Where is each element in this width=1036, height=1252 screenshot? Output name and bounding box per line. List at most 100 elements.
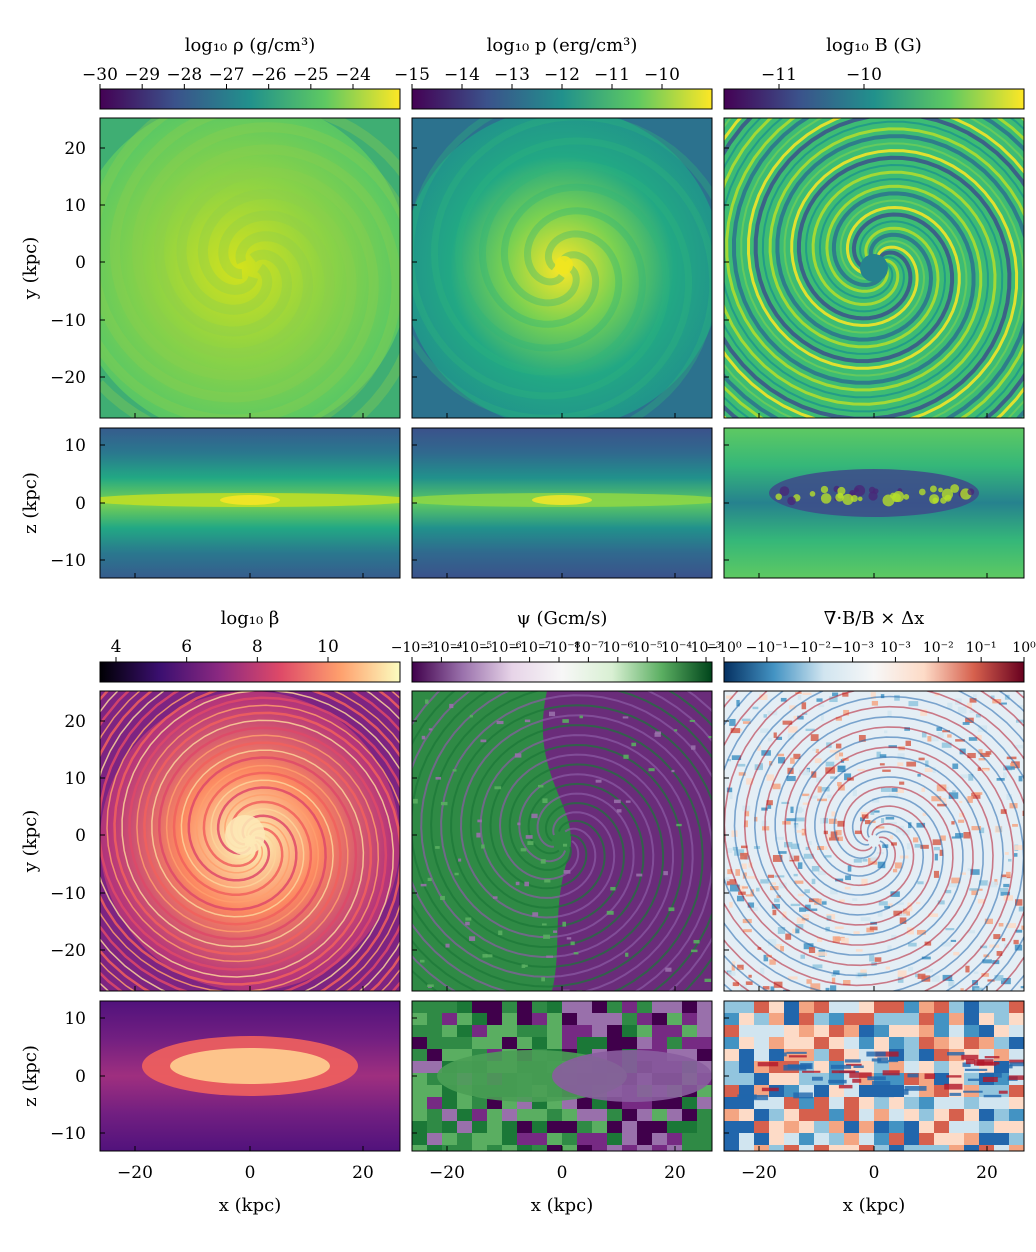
- colorbar-tick-label: −10⁻⁶: [479, 640, 522, 656]
- colorbar-tick-label: −10: [644, 65, 680, 85]
- colorbar-title: log₁₀ ρ (g/cm³): [185, 35, 316, 56]
- colorbar-tick-label: 10⁻⁴: [661, 640, 692, 656]
- y-tick-label: 10: [64, 196, 86, 216]
- colorbar-tick-label: 10⁻³: [880, 640, 911, 656]
- colorbar-tick-label: −15: [394, 65, 430, 85]
- face-on-panel-density: [99, 117, 401, 419]
- colorbar-title: log₁₀ β: [221, 608, 280, 629]
- colorbar-pressure-bar: [411, 88, 713, 110]
- edge-on-panel-divergence-b: [723, 1000, 1025, 1152]
- colorbar-density-bar: [99, 88, 401, 110]
- colorbar-tick-label: −28: [166, 65, 202, 85]
- x-tick-label: −20: [741, 1163, 777, 1183]
- colorbar-tick-label: 10⁻³: [691, 640, 722, 656]
- colorbar-tick-label: −12: [544, 65, 580, 85]
- y-tick-label: −10: [50, 884, 86, 904]
- colorbar-tick-label: −25: [293, 65, 329, 85]
- colorbar-density: −30 −29 −28 −27 −26 −25 −24 log₁₀ ρ (g/cm³): [82, 35, 401, 110]
- x-tick-label: 20: [352, 1163, 374, 1183]
- colorbar-tick-label: −10⁰: [706, 640, 742, 656]
- x-tick-label: −20: [117, 1163, 153, 1183]
- colorbar-tick-label: 10: [317, 637, 339, 657]
- edge-on-panel-magnetic-field: [723, 427, 1025, 579]
- x-axis-label: x (kpc): [843, 1195, 905, 1216]
- y-tick-label: −10: [50, 311, 86, 331]
- face-on-panel-plasma-beta: [99, 690, 401, 992]
- colorbar-pressure: −15 −14 −13 −12 −11 −10 log₁₀ p (erg/cm³): [394, 35, 713, 110]
- x-tick-label: 20: [976, 1163, 998, 1183]
- y-tick-label: −20: [50, 941, 86, 961]
- colorbar-tick-label: 10⁰: [1012, 640, 1036, 656]
- y-tick-label: 10: [64, 436, 86, 456]
- y-tick-label: 0: [75, 494, 86, 514]
- edge-on-panel-pressure: [411, 427, 713, 579]
- colorbar-title: ∇·B/B × Δx: [824, 608, 925, 629]
- colorbar-tick-label: −10⁻⁵: [450, 640, 493, 656]
- colorbar-magnetic-field: −11 −10 log₁₀ B (G): [723, 35, 1025, 110]
- colorbar-tick-label: −26: [251, 65, 287, 85]
- y-tick-label: 10: [64, 769, 86, 789]
- y-tick-label: 10: [64, 1009, 86, 1029]
- y-tick-label: −10: [50, 551, 86, 571]
- colorbar-tick-label: 10⁻¹: [966, 640, 997, 656]
- colorbar-plasma-beta: 4 6 8 10 log₁₀ β: [99, 608, 401, 683]
- colorbar-tick-label: −29: [124, 65, 160, 85]
- colorbar-psi: −10⁻³−10⁻⁴−10⁻⁵−10⁻⁶−10⁻⁷−10⁻⁸10⁻⁷10⁻⁶10…: [391, 608, 722, 683]
- colorbar-magnetic-field-bar: [723, 88, 1025, 110]
- x-tick-label: 0: [869, 1163, 880, 1183]
- x-tick-label: 0: [245, 1163, 256, 1183]
- colorbar-tick-label: 6: [181, 637, 192, 657]
- y-tick-label: −10: [50, 1124, 86, 1144]
- colorbar-tick-label: −13: [494, 65, 530, 85]
- z-axis-label: z (kpc): [20, 1045, 41, 1107]
- y-axis-label: y (kpc): [20, 810, 41, 873]
- colorbar-divergence-b: −10⁰ −10⁻¹ −10⁻² −10⁻³ 10⁻³ 10⁻² 10⁻¹ 10⁰ ∇·B/B …: [706, 608, 1036, 683]
- face-on-panel-psi: [411, 690, 713, 992]
- colorbar-tick-label: −11: [761, 65, 797, 85]
- colorbar-plasma-beta-bar: [99, 661, 401, 683]
- colorbar-tick-label: −14: [444, 65, 480, 85]
- edge-on-panel-psi: [411, 1000, 713, 1152]
- edge-on-panel-density: [99, 427, 401, 579]
- x-tick-label: 0: [557, 1163, 568, 1183]
- y-tick-label: 0: [75, 253, 86, 273]
- colorbar-title: log₁₀ p (erg/cm³): [487, 35, 638, 56]
- face-on-panel-divergence-b: [723, 690, 1025, 992]
- colorbar-tick-label: 10⁻⁷: [573, 640, 604, 656]
- y-tick-label: 20: [64, 712, 86, 732]
- colorbar-tick-label: −10⁻²: [788, 640, 831, 656]
- colorbar-title: ψ (Gcm/s): [517, 608, 608, 629]
- y-tick-label: −20: [50, 368, 86, 388]
- colorbar-tick-label: −10: [846, 65, 882, 85]
- x-tick-label: 20: [664, 1163, 686, 1183]
- x-axis-label: x (kpc): [531, 1195, 593, 1216]
- colorbar-tick-label: −10⁻³: [831, 640, 874, 656]
- colorbar-tick-label: −11: [594, 65, 630, 85]
- y-axis-label: y (kpc): [20, 237, 41, 300]
- colorbar-title: log₁₀ B (G): [826, 35, 922, 56]
- z-axis-label: z (kpc): [20, 472, 41, 534]
- colorbar-tick-label: 10⁻⁶: [602, 640, 633, 656]
- colorbar-divergence-b-bar: [723, 661, 1025, 683]
- y-tick-label: 0: [75, 826, 86, 846]
- colorbar-tick-label: −10⁻¹: [746, 640, 789, 656]
- x-tick-label: −20: [429, 1163, 465, 1183]
- y-tick-label: 0: [75, 1067, 86, 1087]
- colorbar-tick-label: −10⁻⁷: [508, 640, 551, 656]
- colorbar-tick-label: −27: [209, 65, 245, 85]
- colorbar-tick-label: −24: [335, 65, 371, 85]
- x-axis-label: x (kpc): [219, 1195, 281, 1216]
- colorbar-tick-label: 4: [111, 637, 122, 657]
- colorbar-tick-label: −30: [82, 65, 118, 85]
- edge-on-panel-plasma-beta: [99, 1000, 401, 1152]
- colorbar-tick-label: 10⁻²: [923, 640, 954, 656]
- colorbar-psi-bar: [411, 661, 713, 683]
- face-on-panel-pressure: [411, 117, 713, 419]
- face-on-panel-magnetic-field: [723, 117, 1025, 419]
- y-tick-label: 20: [64, 139, 86, 159]
- colorbar-tick-label: 8: [252, 637, 263, 657]
- colorbar-tick-label: 10⁻⁵: [632, 640, 663, 656]
- colorbar-tick-label: −10⁻⁴: [420, 640, 463, 656]
- colorbar-tick-label: −10⁻⁸: [538, 640, 581, 656]
